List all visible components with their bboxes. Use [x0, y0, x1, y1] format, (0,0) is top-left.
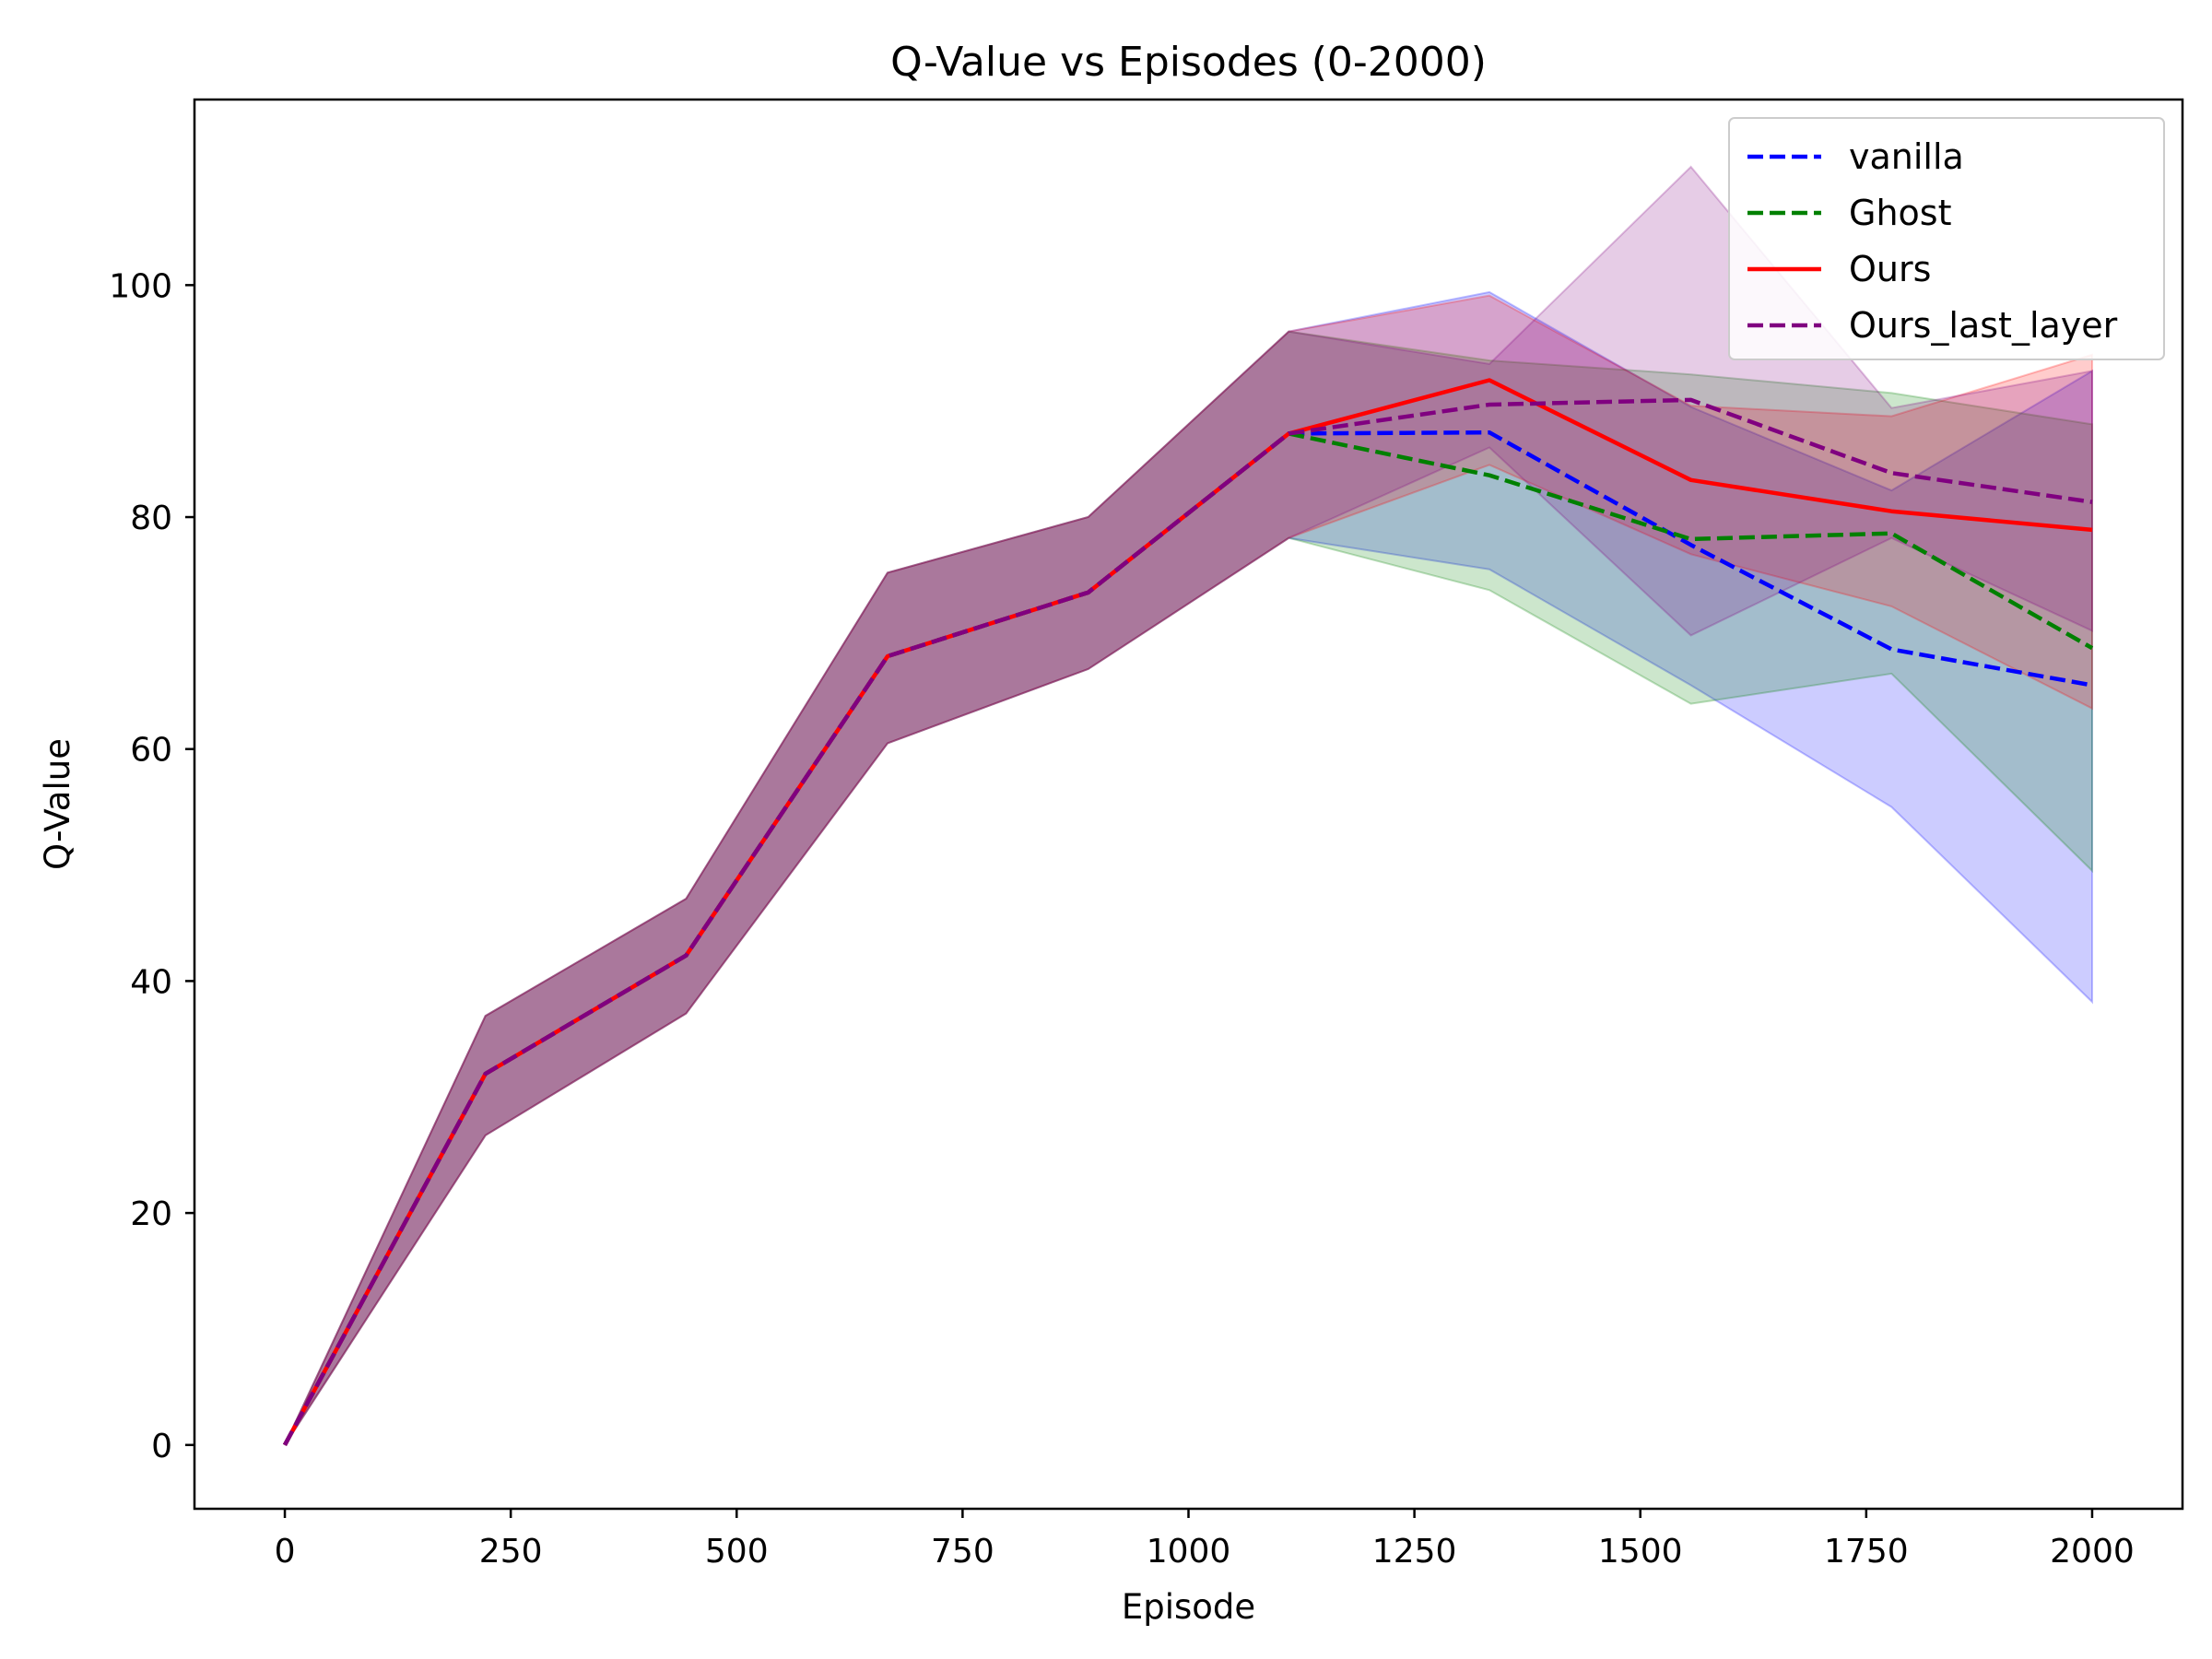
- legend: vanilla Ghost Ours Ours_last_layer: [1728, 117, 2165, 360]
- x-tick-label: 250: [479, 1533, 543, 1571]
- x-axis-ticks: 0 250 500 750 1000 1250 1500 1750 2000: [275, 1509, 2135, 1571]
- x-tick-label: 1750: [1824, 1533, 1909, 1571]
- chart-title: Q-Value vs Episodes (0-2000): [890, 39, 1487, 86]
- x-tick-label: 0: [275, 1533, 296, 1571]
- line-ours-last-layer: [283, 397, 2093, 1446]
- y-tick-label: 80: [130, 500, 172, 537]
- x-axis-label: Episode: [1122, 1587, 1255, 1627]
- y-axis-label: Q-Value: [38, 738, 77, 870]
- series-lines: [283, 378, 2094, 1446]
- x-tick-label: 1250: [1372, 1533, 1457, 1571]
- y-tick-label: 60: [130, 732, 172, 770]
- y-tick-label: 20: [130, 1195, 172, 1233]
- legend-label: Ours_last_layer: [1849, 305, 2118, 346]
- x-tick-label: 1000: [1147, 1533, 1231, 1571]
- y-axis-ticks: 0 20 40 60 80 100: [109, 267, 194, 1465]
- legend-label: Ghost: [1849, 193, 1951, 233]
- legend-box: [1728, 117, 2165, 360]
- band-ours: [284, 294, 2093, 1446]
- y-tick-label: 0: [151, 1428, 172, 1465]
- legend-label: vanilla: [1849, 136, 1964, 177]
- x-tick-label: 1500: [1598, 1533, 1683, 1571]
- y-tick-label: 100: [109, 267, 172, 305]
- x-tick-label: 2000: [2050, 1533, 2135, 1571]
- x-tick-label: 750: [931, 1533, 994, 1571]
- legend-label: Ours: [1849, 249, 1931, 289]
- y-tick-label: 40: [130, 963, 172, 1001]
- x-tick-label: 500: [705, 1533, 769, 1571]
- band-vanilla: [284, 290, 2093, 1446]
